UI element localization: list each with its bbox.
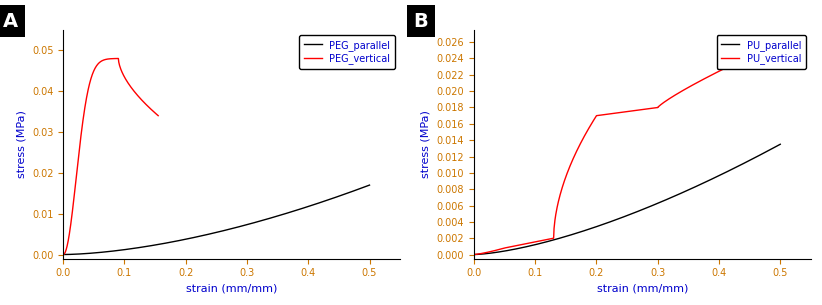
Legend: PU_parallel, PU_vertical: PU_parallel, PU_vertical: [717, 35, 806, 69]
Text: A: A: [2, 12, 18, 31]
Y-axis label: stress (MPa): stress (MPa): [16, 110, 26, 178]
Text: B: B: [413, 12, 428, 31]
Y-axis label: stress (MPa): stress (MPa): [421, 110, 431, 178]
X-axis label: strain (mm/mm): strain (mm/mm): [597, 284, 688, 294]
X-axis label: strain (mm/mm): strain (mm/mm): [186, 284, 277, 294]
Legend: PEG_parallel, PEG_vertical: PEG_parallel, PEG_vertical: [299, 35, 395, 69]
